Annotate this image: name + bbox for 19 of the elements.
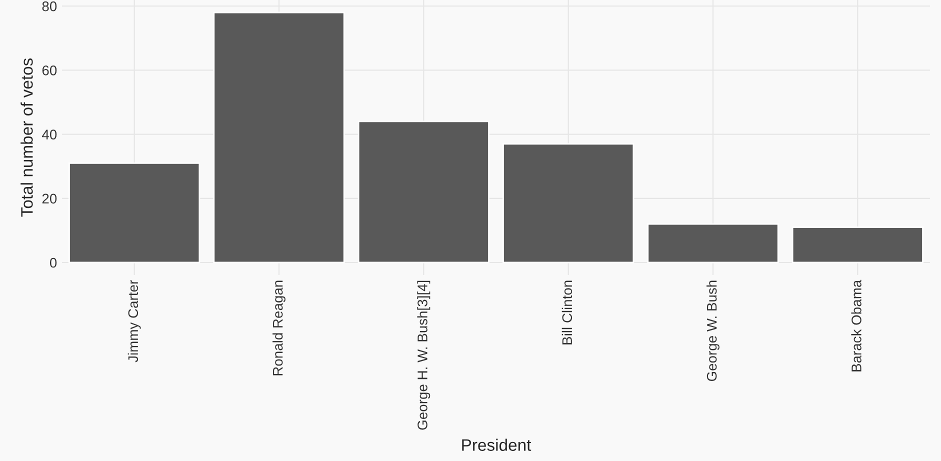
- y-axis-title: Total number of vetos: [20, 58, 33, 217]
- y-tick-label: 60: [42, 66, 57, 76]
- bar: [68, 162, 200, 264]
- y-tick-label: 40: [42, 130, 57, 140]
- bar: [358, 120, 490, 264]
- x-tick-label: George W. Bush: [706, 280, 720, 382]
- x-tick-label: Ronald Reagan: [272, 280, 286, 376]
- y-tick-label: 80: [42, 1, 57, 12]
- x-tick-label: Barack Obama: [851, 280, 862, 372]
- bar: [502, 143, 634, 264]
- bar: [792, 226, 924, 264]
- y-tick-label: 0: [50, 258, 57, 268]
- y-tick-label: 20: [42, 194, 57, 204]
- x-tick-label: Bill Clinton: [562, 280, 572, 344]
- bar: [647, 223, 779, 264]
- x-tick-label: George H. W. Bush[3][4]: [417, 280, 430, 430]
- x-axis-title: President: [462, 438, 532, 451]
- x-tick-label: Jimmy Carter: [128, 280, 141, 362]
- bar: [213, 12, 345, 264]
